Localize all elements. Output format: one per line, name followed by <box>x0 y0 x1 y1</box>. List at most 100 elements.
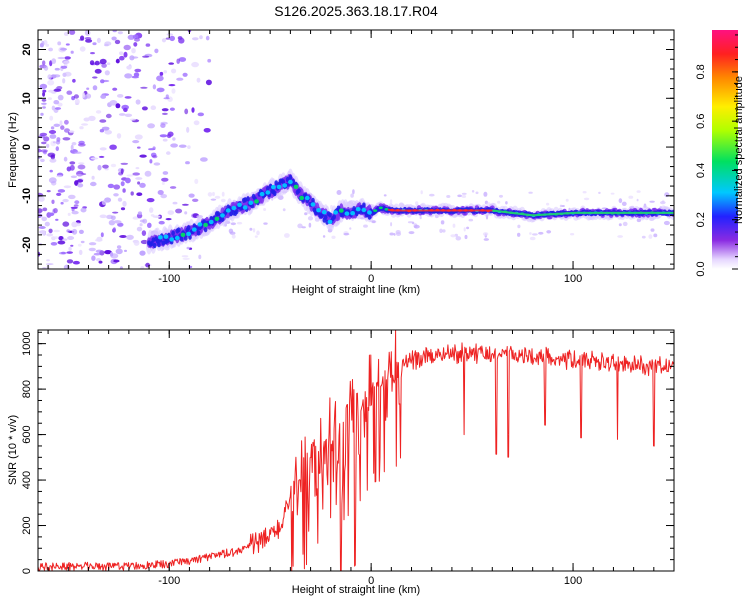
heat-cell <box>321 210 327 215</box>
heat-cell <box>42 106 46 109</box>
heat-cell <box>464 234 468 240</box>
heat-cell <box>75 222 81 227</box>
heat-cell <box>168 62 174 65</box>
heat-cell <box>203 222 209 228</box>
heat-cell <box>242 205 248 210</box>
heat-cell <box>122 200 127 207</box>
heat-cell <box>160 194 167 199</box>
heat-cell <box>53 100 60 105</box>
heat-cell <box>66 90 73 95</box>
heat-cell <box>81 123 89 126</box>
heat-cell <box>77 183 84 188</box>
heat-cell <box>110 252 114 257</box>
heat-cell <box>311 197 315 203</box>
heat-cell <box>55 218 59 221</box>
heat-cell <box>187 145 191 150</box>
heat-cell <box>99 58 107 65</box>
heat-cell <box>139 219 145 223</box>
heat-cell <box>266 186 270 192</box>
heat-cell <box>152 155 158 159</box>
spectrogram-frame <box>37 29 675 270</box>
heat-cell <box>70 175 77 179</box>
heat-cell <box>139 250 146 256</box>
heat-cell <box>393 233 396 236</box>
heat-cell <box>203 227 208 233</box>
heat-cell <box>297 223 303 229</box>
heat-cell <box>120 168 124 174</box>
heat-cell <box>60 201 64 205</box>
heat-cell <box>38 196 45 202</box>
heat-cell <box>188 193 195 198</box>
heat-cell <box>243 197 247 203</box>
heat-cell <box>74 200 80 205</box>
heat-cell <box>482 232 489 236</box>
heat-cell <box>288 179 293 185</box>
heat-cell <box>471 190 475 193</box>
heat-cell <box>139 182 146 188</box>
heat-cell <box>77 243 82 247</box>
heat-cell <box>561 205 565 207</box>
heat-cell <box>99 129 105 133</box>
heat-cell <box>70 244 74 247</box>
heat-cell <box>316 208 321 213</box>
heat-cell <box>147 222 152 228</box>
heat-cell <box>116 245 122 249</box>
heat-cell <box>248 200 254 205</box>
heat-cell <box>47 74 52 80</box>
heat-cell <box>486 202 491 207</box>
heat-cell <box>57 94 64 101</box>
heat-cell <box>212 191 215 197</box>
heat-cell <box>299 195 305 201</box>
heat-cell <box>48 47 53 52</box>
heat-cell <box>47 97 53 100</box>
heat-cell <box>207 58 212 63</box>
heat-cell <box>167 131 174 137</box>
heat-cell <box>168 84 176 87</box>
heat-cell <box>91 255 96 261</box>
heat-cell <box>166 151 171 155</box>
heat-cell <box>236 221 243 225</box>
heat-cell <box>44 221 50 227</box>
heat-cell <box>120 207 126 211</box>
y-tick-label: 600 <box>21 425 33 443</box>
y-tick-label: 20 <box>21 43 33 55</box>
heat-cell <box>338 208 344 213</box>
heat-cell <box>162 171 169 175</box>
heat-cell <box>139 154 147 158</box>
heat-cell <box>152 215 161 218</box>
heat-cell <box>119 266 123 269</box>
heat-cell <box>408 231 415 235</box>
heat-cell <box>160 123 166 128</box>
heat-cell <box>119 235 127 238</box>
heat-cell <box>72 78 76 83</box>
heat-cell <box>220 216 225 222</box>
heat-cell <box>136 226 143 232</box>
heat-cell <box>51 199 55 204</box>
heat-cell <box>528 191 533 194</box>
heat-cell <box>78 249 83 255</box>
heat-cell <box>56 137 61 142</box>
heat-cell <box>461 192 467 195</box>
heat-cell <box>559 204 563 208</box>
heat-cell <box>161 181 165 185</box>
heat-cell <box>197 222 203 227</box>
heat-cell <box>133 42 138 47</box>
heat-cell <box>101 200 107 206</box>
heat-cell <box>149 159 153 164</box>
heat-cell <box>336 190 342 195</box>
heat-cell <box>115 248 123 255</box>
heat-cell <box>102 164 109 169</box>
heat-cell <box>99 119 107 123</box>
colorbar-tick-label: 0.6 <box>695 114 707 129</box>
heat-cell <box>196 77 201 83</box>
heat-cell <box>133 72 140 77</box>
heat-cell <box>308 222 312 228</box>
heat-cell <box>123 44 131 51</box>
heat-cell <box>618 223 622 227</box>
heat-cell <box>70 50 74 54</box>
heat-cell <box>664 192 670 198</box>
heat-cell <box>116 133 122 139</box>
heat-cell <box>610 192 615 195</box>
heat-cell <box>628 195 634 199</box>
heat-cell <box>134 38 140 42</box>
